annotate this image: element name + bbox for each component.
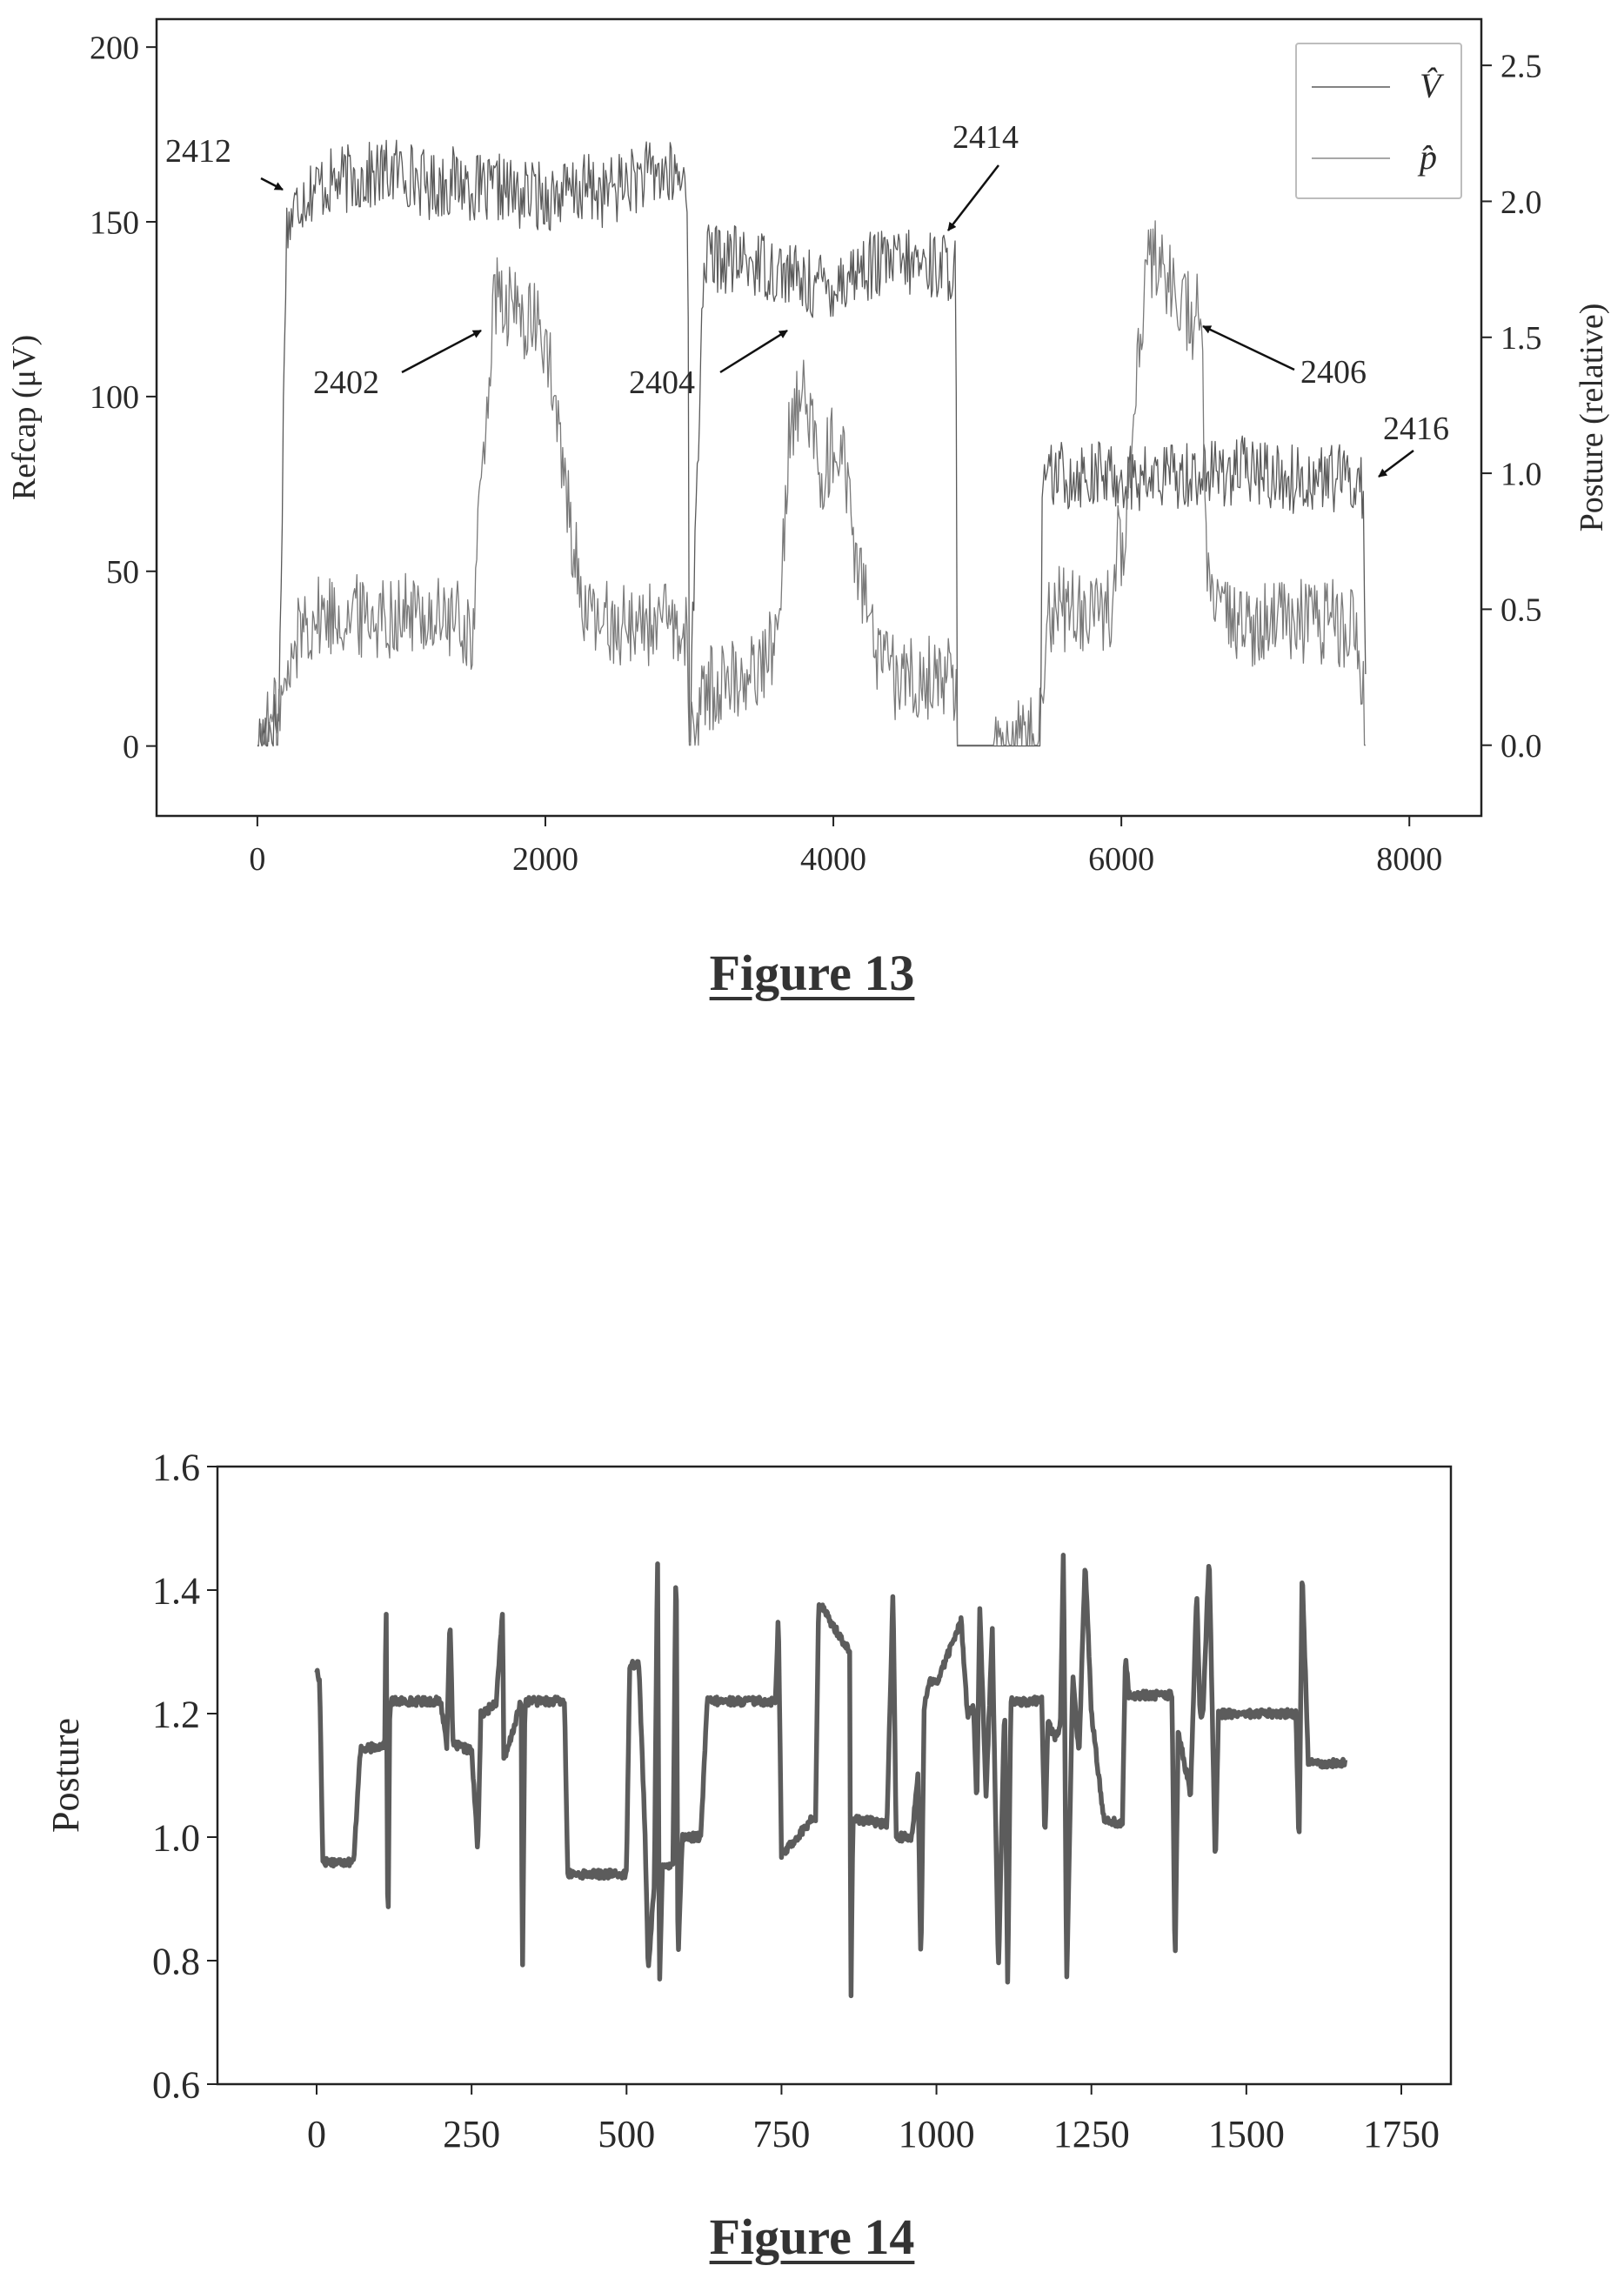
- annotation-label-2402: 2402: [313, 364, 379, 401]
- y-tick-label-1: 50: [106, 554, 139, 591]
- series-line-2: [257, 220, 1366, 746]
- annotation-arrow-2404: [719, 329, 788, 374]
- annotation-2416: 2416: [1378, 411, 1449, 478]
- legend-entry-1: V̂: [1420, 66, 1445, 105]
- annotation-2402: 2402: [313, 329, 482, 401]
- y2-tick-label-4: 2.0: [1500, 184, 1542, 221]
- figure-14: 0 250 500 750 1000 1250 1500 1750 0.6 0.8 1.0 1.2 1.…: [0, 1435, 1624, 2279]
- y-tick-label-2: 100: [90, 379, 139, 416]
- y-axis-label: Refcap (μV): [6, 335, 43, 500]
- y-tick-label-0: 0: [123, 729, 139, 765]
- y2-tick-label-5: 2.5: [1500, 48, 1542, 84]
- y2-axis-label: Posture (relative): [1574, 304, 1610, 532]
- legend-entry-2: p̂: [1417, 137, 1437, 177]
- x-tick-label-4: 1000: [899, 2113, 975, 2155]
- x-tick-label-1: 250: [443, 2113, 500, 2155]
- x-tick-label-2: 500: [598, 2113, 655, 2155]
- y-axis-label: Posture: [44, 1718, 87, 1833]
- y-tick-label-1: 0.8: [152, 1940, 200, 1982]
- annotation-arrow-2412: [260, 177, 284, 191]
- x-tick-label-1: 2000: [512, 841, 578, 878]
- figure-13: 0 2000 4000 6000 8000 0 50 100 150 200 0.0 0.5 1.0 1.…: [0, 0, 1624, 1001]
- annotation-2404: 2404: [629, 329, 788, 401]
- y-tick-label-0: 0.6: [152, 2063, 200, 2106]
- y-tick-label-3: 1.2: [152, 1693, 200, 1735]
- legend-box: [1295, 43, 1462, 199]
- figure-14-chart: 0 250 500 750 1000 1250 1500 1750 0.6 0.8 1.0 1.2 1.…: [44, 1446, 1453, 2155]
- x-tick-label-3: 6000: [1088, 841, 1154, 878]
- annotation-2406: 2406: [1202, 324, 1367, 391]
- annotation-label-2416: 2416: [1383, 411, 1449, 447]
- series-line-1: [314, 1553, 1348, 1999]
- y-tick-label-2: 1.0: [152, 1816, 200, 1859]
- annotation-label-2412: 2412: [165, 133, 231, 170]
- x-tick-label-5: 1250: [1053, 2113, 1130, 2155]
- annotation-label-2406: 2406: [1300, 354, 1367, 391]
- y2-tick-label-2: 1.0: [1500, 456, 1542, 492]
- annotation-2412: 2412: [165, 133, 284, 191]
- x-tick-label-4: 8000: [1376, 841, 1442, 878]
- y-tick-label-4: 200: [90, 30, 139, 66]
- x-tick-label-2: 4000: [800, 841, 866, 878]
- y-tick-label-3: 150: [90, 204, 139, 241]
- annotation-arrow-2416: [1378, 450, 1414, 478]
- plot-frame: [155, 17, 1483, 818]
- annotation-label-2404: 2404: [629, 364, 695, 401]
- annotation-label-2414: 2414: [952, 119, 1019, 156]
- y-tick-label-5: 1.6: [152, 1446, 200, 1488]
- annotation-2414: 2414: [947, 119, 1019, 231]
- figure-14-caption: Figure 14: [709, 2209, 915, 2265]
- y-tick-label-4: 1.4: [152, 1569, 200, 1612]
- legend: V̂ p̂: [1295, 43, 1462, 199]
- x-tick-label-3: 750: [752, 2113, 810, 2155]
- series-line-1: [257, 139, 1367, 747]
- y2-tick-label-1: 0.5: [1500, 592, 1542, 629]
- annotation-arrow-2414: [947, 164, 999, 231]
- plot-frame: [216, 1465, 1453, 2086]
- y2-tick-label-3: 1.5: [1500, 320, 1542, 357]
- y2-tick-label-0: 0.0: [1500, 728, 1542, 765]
- figure-13-chart: 0 2000 4000 6000 8000 0 50 100 150 200 0.0 0.5 1.0 1.…: [6, 17, 1610, 878]
- x-tick-label-7: 1750: [1363, 2113, 1440, 2155]
- annotation-arrow-2402: [401, 329, 482, 374]
- annotation-arrow-2406: [1202, 324, 1295, 371]
- x-tick-label-6: 1500: [1208, 2113, 1285, 2155]
- figure-13-caption: Figure 13: [709, 945, 915, 1001]
- x-tick-label-0: 0: [307, 2113, 326, 2155]
- x-tick-label-0: 0: [249, 841, 265, 878]
